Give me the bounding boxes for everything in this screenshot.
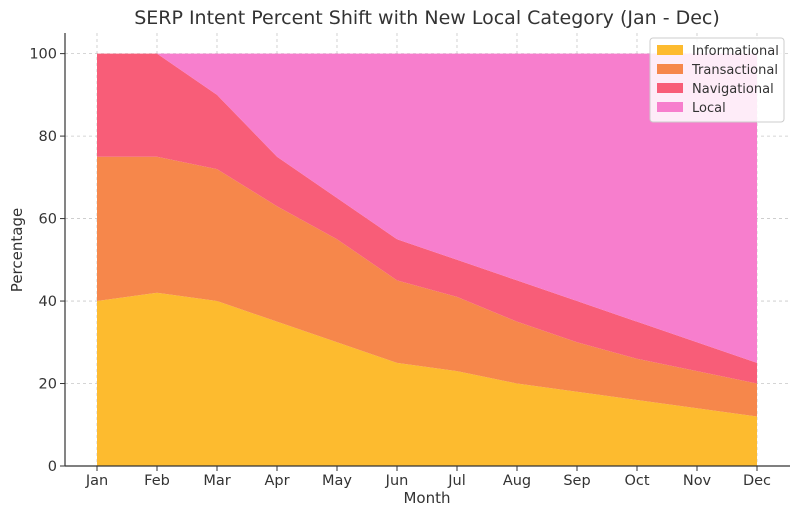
legend-label-local: Local	[692, 101, 726, 116]
legend-label-navigational: Navigational	[692, 82, 774, 97]
x-axis-label: Month	[403, 489, 450, 507]
x-tick-label: May	[322, 473, 352, 489]
area-local	[97, 53, 757, 363]
x-tick-label: Nov	[683, 473, 712, 489]
x-tick-label: Aug	[503, 473, 531, 489]
legend-swatch-informational	[657, 45, 683, 55]
legend-label-transactional: Transactional	[691, 63, 778, 78]
x-ticks: Jan Feb Mar Apr May Jun Jul Aug Sep Oct Nov Dec	[85, 466, 771, 489]
axes	[64, 33, 790, 467]
x-tick-label: Jun	[385, 473, 409, 489]
legend-swatch-navigational	[657, 83, 683, 93]
y-tick-label: 60	[39, 212, 57, 228]
x-tick-label: Jul	[447, 473, 466, 489]
x-tick-label: Dec	[743, 473, 771, 489]
y-tick-label: 0	[48, 459, 57, 475]
legend: Informational Transactional Navigational Lo…	[649, 37, 785, 123]
x-tick-label: Feb	[144, 473, 170, 489]
legend-swatch-transactional	[657, 64, 683, 74]
y-tick-label: 80	[39, 129, 57, 145]
area-transactional	[97, 156, 757, 417]
area-navigational	[97, 53, 757, 384]
chart-title: SERP Intent Percent Shift with New Local…	[134, 7, 720, 29]
area-series	[97, 53, 757, 466]
area-informational	[97, 292, 757, 466]
x-tick-label: Mar	[203, 473, 230, 489]
legend-label-informational: Informational	[692, 44, 779, 59]
x-tick-label: Apr	[264, 473, 289, 489]
y-tick-label: 20	[39, 377, 57, 393]
legend-swatch-local	[657, 102, 683, 112]
x-tick-label: Sep	[563, 473, 590, 489]
y-tick-label: 40	[39, 294, 57, 310]
x-tick-label: Oct	[624, 473, 649, 489]
y-ticks: 0 20 40 60 80 100	[29, 47, 65, 475]
y-tick-label: 100	[29, 47, 57, 63]
y-axis-label: Percentage	[8, 208, 26, 292]
x-tick-label: Jan	[85, 473, 108, 489]
legend-box	[649, 37, 785, 123]
